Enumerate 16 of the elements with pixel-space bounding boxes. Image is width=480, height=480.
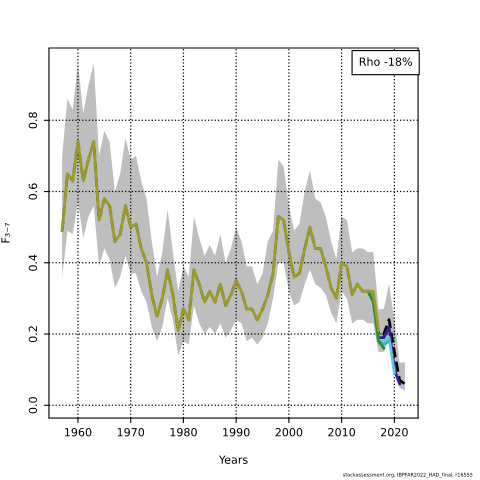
y-tick-label: 0.6	[28, 183, 38, 200]
y-tick-label: 0.4	[28, 254, 38, 271]
y-tick-label: 0.0	[28, 397, 38, 414]
annotation: Rho -18%	[360, 57, 412, 66]
x-tick-label: 2000	[276, 428, 302, 436]
x-axis-title: Years	[218, 456, 248, 464]
x-tick-label: 1990	[223, 428, 250, 436]
y-axis-title: F₃₋₇	[1, 222, 10, 243]
x-tick-label: 1980	[170, 428, 197, 436]
line-series	[60, 140, 380, 332]
y-tick-label: 0.2	[28, 326, 38, 342]
x-tick-label: 2020	[381, 428, 408, 436]
x-tick-label: 1970	[118, 428, 144, 436]
x-tick-label: 2010	[328, 428, 356, 436]
y-tick-label: 0.8	[28, 112, 38, 128]
x-tick-label: 1960	[65, 428, 92, 436]
